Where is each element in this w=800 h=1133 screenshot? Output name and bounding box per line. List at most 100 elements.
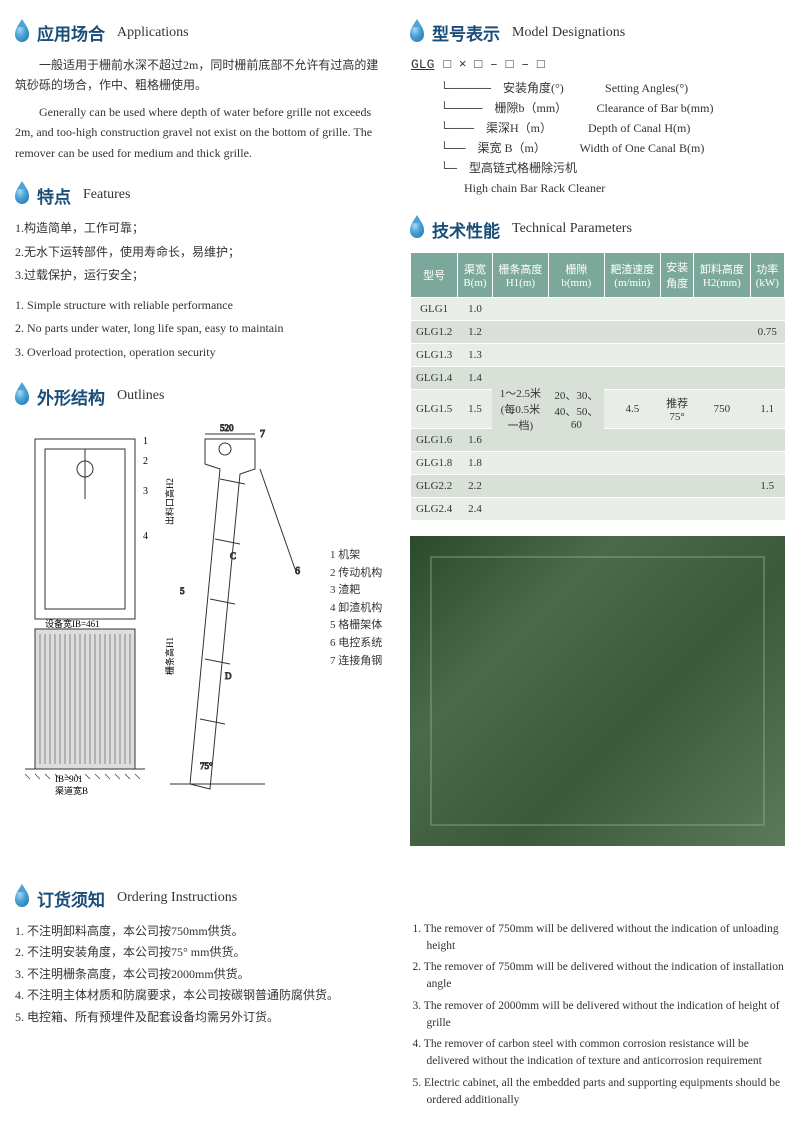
th-b: 渠宽 B(m) bbox=[458, 252, 492, 297]
ordering-title: 订货须知 Ordering Instructions bbox=[15, 886, 388, 911]
model-code: GLG □ × □ – □ – □ bbox=[410, 55, 785, 75]
th-angle: 安装 角度 bbox=[661, 252, 694, 297]
feature-item: 3. Overload protection, operation securi… bbox=[15, 342, 390, 364]
th-h1: 栅条高度 H1(m) bbox=[492, 252, 549, 297]
table-row: GLG1.41.41～2.5米 (每0.5米 一档)20、30、 40、50、 … bbox=[411, 366, 785, 389]
table-row: GLG2.42.4 bbox=[411, 497, 785, 520]
ordering-item: 3. The remover of 2000mm will be deliver… bbox=[413, 998, 786, 1033]
product-photo bbox=[410, 536, 785, 846]
features-title-en: Features bbox=[83, 187, 130, 203]
features-title: 特点 Features bbox=[15, 183, 390, 208]
svg-text:D: D bbox=[225, 671, 232, 681]
model-title-cn: 型号表示 bbox=[432, 20, 500, 45]
svg-text:IB=901: IB=901 bbox=[55, 774, 83, 784]
ordering-section: 订货须知 Ordering Instructions 1. 不注明卸料高度，本公… bbox=[15, 886, 388, 1029]
legend-item: 7 连接角钢 bbox=[330, 653, 382, 671]
table-row: GLG2.22.21.5 bbox=[411, 474, 785, 497]
feature-item: 2.无水下运转部件，使用寿命长，易维护； bbox=[15, 242, 390, 264]
table-row: GLG1.21.20.75 bbox=[411, 320, 785, 343]
svg-text:5: 5 bbox=[180, 586, 185, 596]
th-bmm: 栅隙 b(mm) bbox=[549, 252, 604, 297]
outlines-title: 外形结构 Outlines bbox=[15, 384, 390, 409]
side-view-diagram: 520 7 6 5 75° C bbox=[165, 419, 315, 799]
features-list-en: 1. Simple structure with reliable perfor… bbox=[15, 295, 390, 364]
droplet-icon bbox=[15, 24, 29, 42]
svg-text:520: 520 bbox=[220, 423, 234, 433]
ordering-item: 4. The remover of carbon steel with comm… bbox=[413, 1036, 786, 1071]
table-row: GLG11.0 bbox=[411, 297, 785, 320]
ordering-item: 5. 电控箱、所有预埋件及配套设备均需另外订货。 bbox=[15, 1007, 388, 1029]
feature-item: 2. No parts under water, long life span,… bbox=[15, 318, 390, 340]
tech-title-cn: 技术性能 bbox=[432, 217, 500, 242]
th-h2: 卸料高度 H2(mm) bbox=[694, 252, 751, 297]
tech-table: 型号 渠宽 B(m) 栅条高度 H1(m) 栅隙 b(mm) 耙渣速度 (m/m… bbox=[410, 252, 785, 521]
legend-item: 6 电控系统 bbox=[330, 635, 382, 653]
legend-item: 5 格栅架体 bbox=[330, 617, 382, 635]
ordering-item: 3. 不注明栅条高度，本公司按2000mm供货。 bbox=[15, 964, 388, 986]
svg-text:4: 4 bbox=[143, 531, 148, 542]
applications-title: 应用场合 Applications bbox=[15, 20, 390, 45]
model-lines: └─────安装角度(°)Setting Angles(°) └────栅隙b（… bbox=[440, 79, 785, 197]
svg-text:渠道宽B: 渠道宽B bbox=[55, 785, 88, 796]
outlines-section: 外形结构 Outlines bbox=[15, 384, 390, 799]
droplet-icon bbox=[410, 24, 424, 42]
features-title-cn: 特点 bbox=[37, 183, 71, 208]
svg-text:出料口高H2: 出料口高H2 bbox=[165, 478, 175, 525]
svg-text:2: 2 bbox=[143, 456, 148, 467]
svg-text:1: 1 bbox=[143, 436, 148, 447]
legend-item: 3 渣耙 bbox=[330, 582, 382, 600]
th-speed: 耙渣速度 (m/min) bbox=[604, 252, 661, 297]
model-diagram: GLG □ × □ – □ – □ └─────安装角度(°)Setting A… bbox=[410, 55, 785, 197]
features-section: 特点 Features 1.构造简单，工作可靠； 2.无水下运转部件，使用寿命长… bbox=[15, 183, 390, 364]
ordering-list-en: 1. The remover of 750mm will be delivere… bbox=[413, 921, 786, 1110]
th-model: 型号 bbox=[411, 252, 458, 297]
features-list-cn: 1.构造简单，工作可靠； 2.无水下运转部件，使用寿命长，易维护； 3.过载保护… bbox=[15, 218, 390, 287]
ordering-item: 2. 不注明安装角度，本公司按75° mm供货。 bbox=[15, 942, 388, 964]
ordering-list-cn: 1. 不注明卸料高度，本公司按750mm供货。 2. 不注明安装角度，本公司按7… bbox=[15, 921, 388, 1029]
ordering-item: 4. 不注明主体材质和防腐要求，本公司按碳钢普通防腐供货。 bbox=[15, 985, 388, 1007]
svg-text:3: 3 bbox=[143, 486, 148, 497]
applications-title-en: Applications bbox=[117, 25, 189, 41]
svg-text:75°: 75° bbox=[200, 761, 213, 771]
droplet-icon bbox=[15, 889, 29, 907]
th-power: 功率 (kW) bbox=[750, 252, 784, 297]
svg-text:设备宽IB=461: 设备宽IB=461 bbox=[45, 618, 100, 629]
applications-title-cn: 应用场合 bbox=[37, 20, 105, 45]
ordering-item: 1. The remover of 750mm will be delivere… bbox=[413, 921, 786, 956]
model-title: 型号表示 Model Designations bbox=[410, 20, 785, 45]
table-row: GLG1.81.8 bbox=[411, 451, 785, 474]
droplet-icon bbox=[15, 387, 29, 405]
ordering-item: 5. Electric cabinet, all the embedded pa… bbox=[413, 1075, 786, 1110]
svg-text:C: C bbox=[230, 551, 236, 561]
applications-para-cn: 一般适用于栅前水深不超过2m，同时栅前底部不允许有过高的建筑砂砾的场合，作中、粗… bbox=[15, 55, 390, 96]
model-section: 型号表示 Model Designations GLG □ × □ – □ – … bbox=[410, 20, 785, 197]
applications-section: 应用场合 Applications 一般适用于栅前水深不超过2m，同时栅前底部不… bbox=[15, 20, 390, 163]
tech-section: 技术性能 Technical Parameters 型号 渠宽 B(m) 栅条高… bbox=[410, 217, 785, 846]
tech-title: 技术性能 Technical Parameters bbox=[410, 217, 785, 242]
ordering-title-en: Ordering Instructions bbox=[117, 890, 237, 906]
legend-item: 1 机架 bbox=[330, 547, 382, 565]
legend-item: 2 传动机构 bbox=[330, 565, 382, 583]
outlines-title-en: Outlines bbox=[117, 388, 164, 404]
droplet-icon bbox=[15, 186, 29, 204]
model-title-en: Model Designations bbox=[512, 25, 625, 41]
outlines-title-cn: 外形结构 bbox=[37, 384, 105, 409]
svg-text:6: 6 bbox=[295, 566, 300, 577]
ordering-title-cn: 订货须知 bbox=[37, 886, 105, 911]
outlines-legend: 1 机架 2 传动机构 3 渣耙 4 卸渣机构 5 格栅架体 6 电控系统 7 … bbox=[325, 542, 387, 675]
legend-item: 4 卸渣机构 bbox=[330, 600, 382, 618]
svg-text:栅条高H1: 栅条高H1 bbox=[165, 637, 175, 675]
feature-item: 1. Simple structure with reliable perfor… bbox=[15, 295, 390, 317]
feature-item: 1.构造简单，工作可靠； bbox=[15, 218, 390, 240]
applications-para-en: Generally can be used where depth of wat… bbox=[15, 102, 390, 163]
ordering-item: 1. 不注明卸料高度，本公司按750mm供货。 bbox=[15, 921, 388, 943]
table-row: GLG1.31.3 bbox=[411, 343, 785, 366]
outlines-diagrams: 1 2 3 4 设备宽IB=461 IB=901 渠道宽B 520 7 bbox=[15, 419, 390, 799]
svg-text:7: 7 bbox=[260, 429, 265, 440]
front-view-diagram: 1 2 3 4 设备宽IB=461 IB=901 渠道宽B bbox=[15, 419, 155, 799]
applications-content: 一般适用于栅前水深不超过2m，同时栅前底部不允许有过高的建筑砂砾的场合，作中、粗… bbox=[15, 55, 390, 163]
ordering-item: 2. The remover of 750mm will be delivere… bbox=[413, 959, 786, 994]
feature-item: 3.过载保护，运行安全； bbox=[15, 265, 390, 287]
tech-title-en: Technical Parameters bbox=[512, 221, 632, 237]
droplet-icon bbox=[410, 220, 424, 238]
